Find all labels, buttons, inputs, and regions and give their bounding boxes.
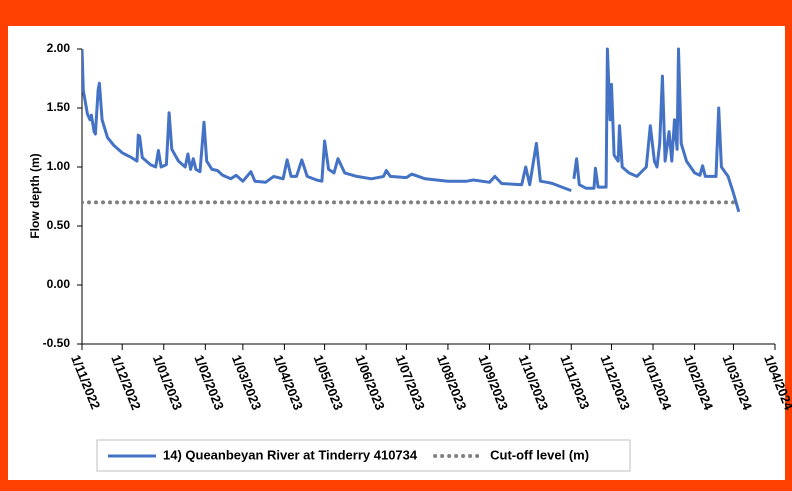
- chart-background: [8, 26, 785, 480]
- y-tick-label: -0.50: [43, 336, 71, 350]
- y-tick-label: 2.00: [47, 41, 71, 55]
- legend-label: Cut-off level (m): [490, 447, 589, 462]
- legend-label: 14) Queanbeyan River at Tinderry 410734: [163, 447, 418, 462]
- legend: [96, 439, 631, 472]
- y-axis-title: Flow depth (m): [28, 153, 42, 238]
- y-tick-label: 0.50: [47, 218, 71, 232]
- line-series: [82, 47, 741, 213]
- y-tick-label: 0.00: [47, 277, 71, 291]
- y-tick-label: 1.50: [47, 100, 71, 114]
- y-tick-label: 1.00: [47, 159, 71, 173]
